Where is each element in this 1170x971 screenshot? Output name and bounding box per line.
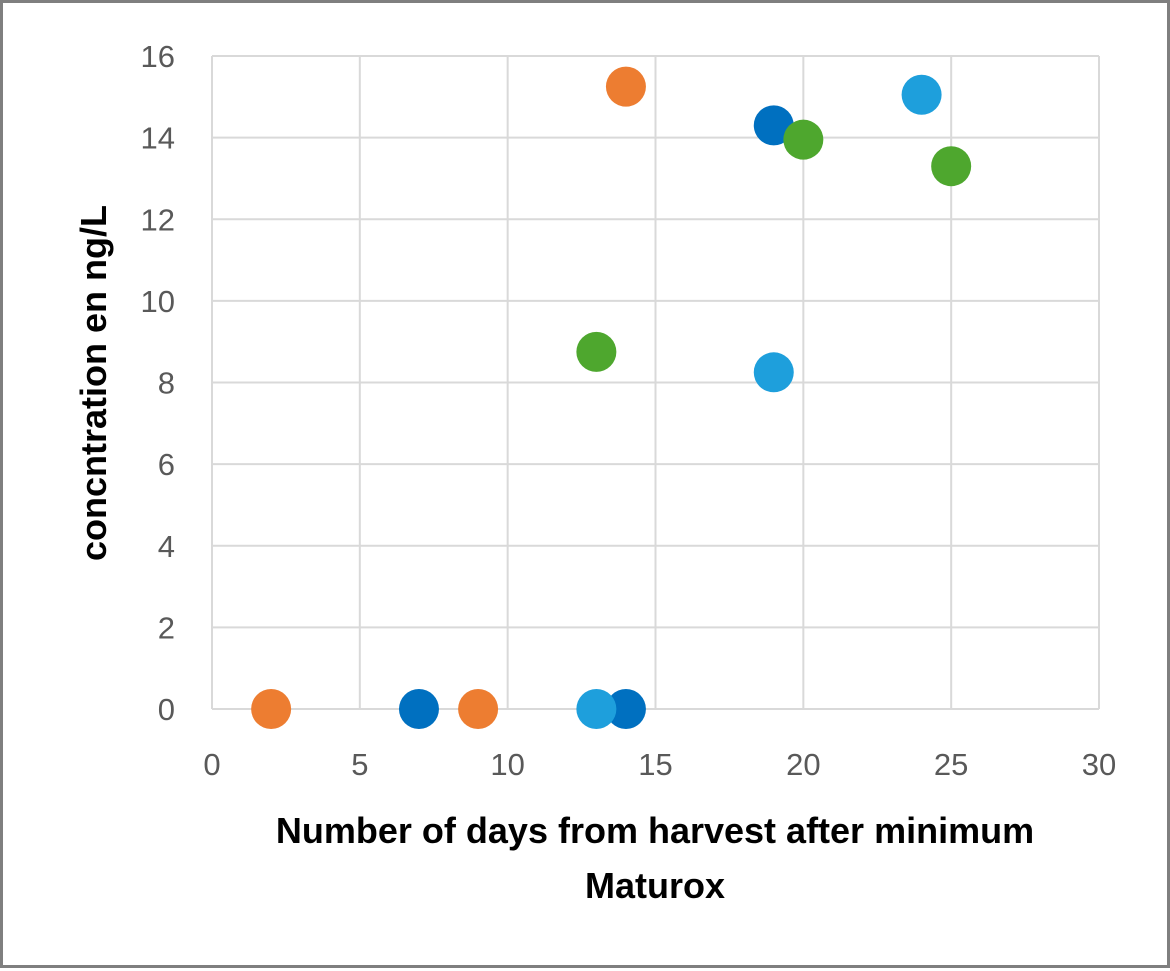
data-point-series-4 bbox=[576, 689, 617, 729]
data-point-series-1 bbox=[251, 689, 292, 729]
y-tick-label: 2 bbox=[158, 610, 175, 645]
y-tick-label: 0 bbox=[158, 692, 175, 727]
data-point-series-1 bbox=[458, 689, 499, 729]
data-point-series-2 bbox=[753, 105, 794, 146]
x-tick-label: 30 bbox=[1082, 747, 1116, 782]
y-tick-label: 12 bbox=[141, 202, 175, 237]
x-tick-label: 0 bbox=[203, 747, 220, 782]
y-tick-label: 6 bbox=[158, 447, 175, 482]
y-tick-label: 16 bbox=[141, 39, 175, 74]
data-point-series-2 bbox=[605, 689, 646, 729]
y-tick-label: 14 bbox=[141, 121, 175, 156]
x-tick-label: 5 bbox=[351, 747, 368, 782]
data-point-series-2 bbox=[398, 689, 439, 729]
tick-labels: 0 5 10 15 20 25 30 0 2 4 6 8 10 12 14 16 bbox=[141, 39, 1117, 782]
x-axis-title-line-2: Maturox bbox=[585, 865, 725, 906]
data-points bbox=[251, 66, 972, 729]
x-tick-label: 25 bbox=[934, 747, 968, 782]
data-point-series-3 bbox=[783, 119, 824, 160]
x-tick-label: 15 bbox=[638, 747, 672, 782]
y-tick-label: 4 bbox=[158, 529, 175, 564]
y-tick-label: 8 bbox=[158, 366, 175, 401]
data-point-series-4 bbox=[901, 74, 942, 115]
axes bbox=[211, 56, 1099, 710]
scatter-chart: 0 5 10 15 20 25 30 0 2 4 6 8 10 12 14 16 Number of days… bbox=[73, 39, 1117, 906]
axis-titles: Number of days from harvest after minimu… bbox=[73, 205, 1034, 906]
y-axis-title: concntration en ng/L bbox=[73, 205, 114, 561]
x-axis-title-line-1: Number of days from harvest after minimu… bbox=[276, 810, 1034, 851]
data-point-series-3 bbox=[931, 146, 972, 187]
data-point-series-1 bbox=[605, 66, 646, 107]
y-tick-label: 10 bbox=[141, 284, 175, 319]
data-point-series-3 bbox=[576, 331, 617, 372]
x-tick-label: 10 bbox=[490, 747, 524, 782]
x-tick-label: 20 bbox=[786, 747, 820, 782]
gridlines bbox=[212, 55, 1100, 709]
data-point-series-4 bbox=[753, 352, 794, 393]
